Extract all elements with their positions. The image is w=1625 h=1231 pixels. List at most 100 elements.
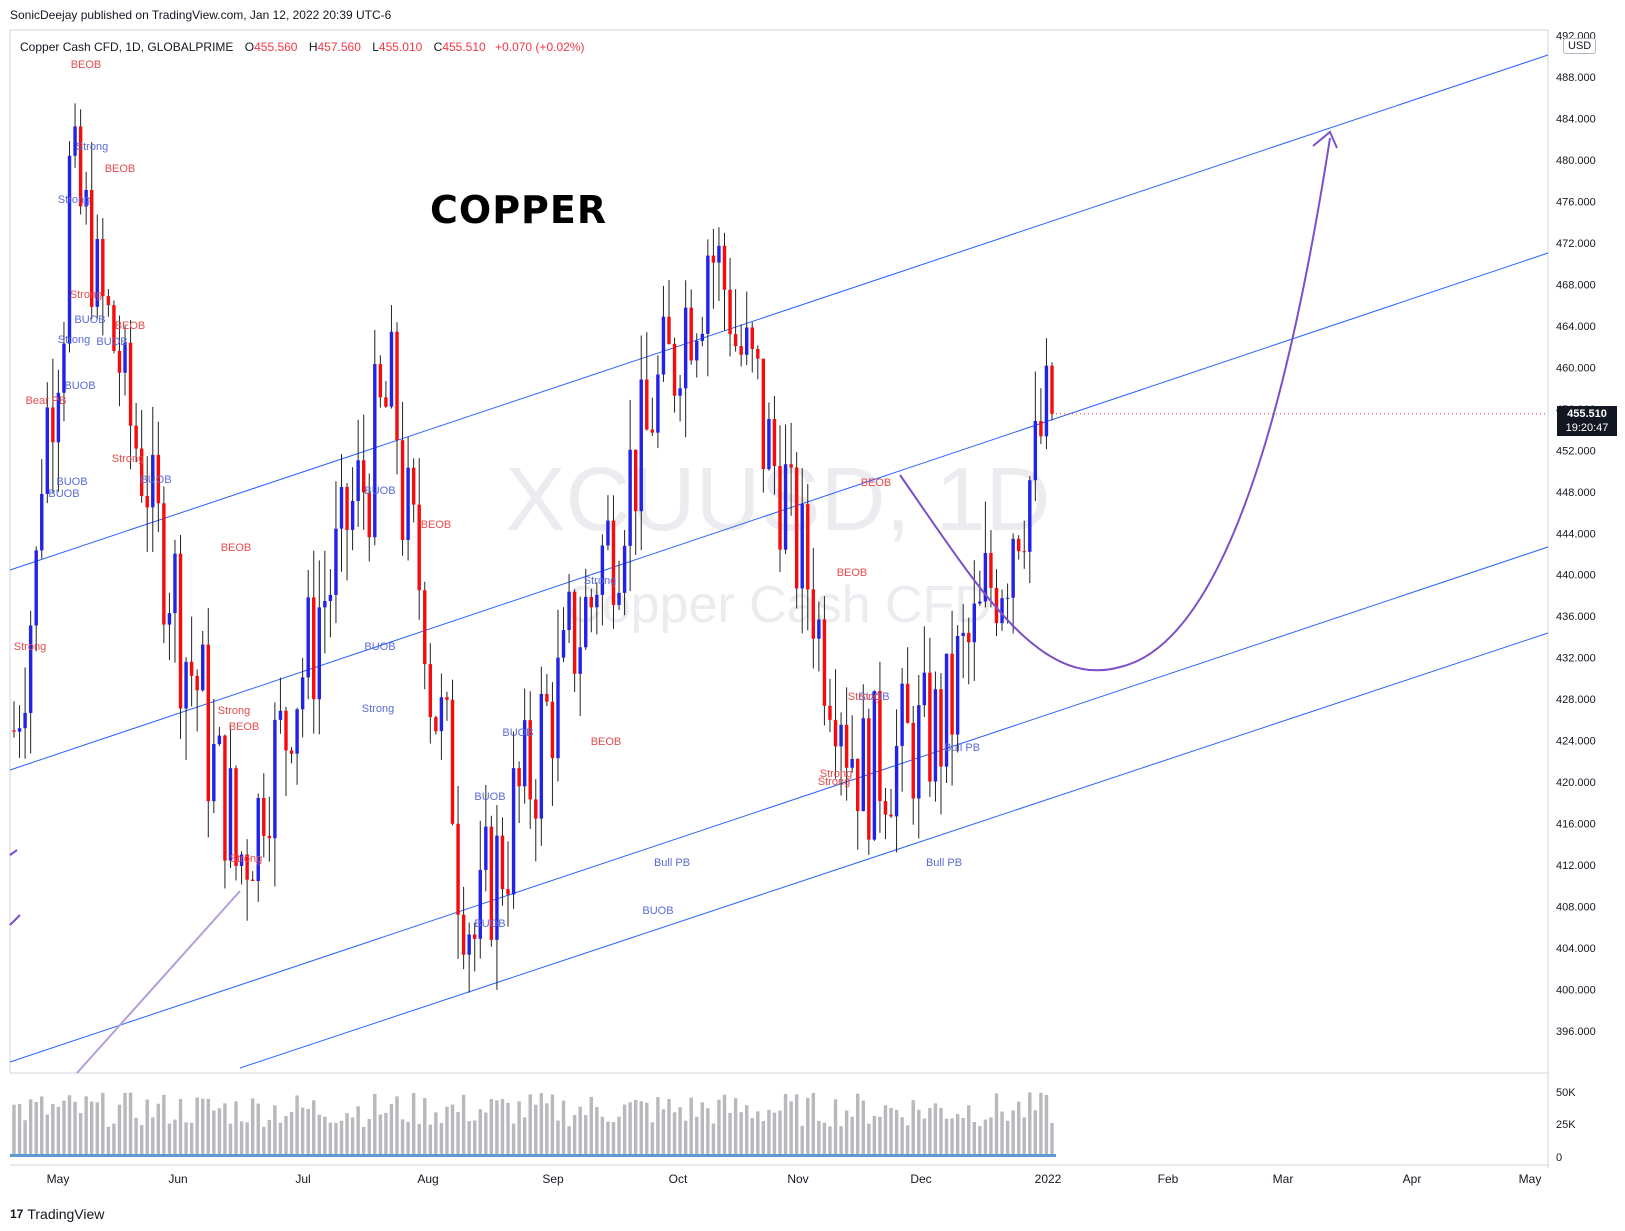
price-tick-label: 452.000 (1556, 445, 1596, 457)
candle-body (578, 647, 582, 674)
volume-bar (517, 1101, 521, 1157)
volume-bar (345, 1113, 349, 1157)
volume-bar (350, 1117, 355, 1157)
candle-body (561, 630, 566, 658)
candle-body (461, 914, 466, 955)
candle-body (683, 307, 688, 389)
signal-label: BEOB (861, 477, 892, 489)
signal-label: Strong (14, 641, 46, 653)
volume-bar (1050, 1122, 1054, 1157)
volume-bar (678, 1107, 682, 1157)
candle-body (789, 464, 793, 468)
volume-bar (944, 1118, 949, 1157)
volume-bar (411, 1092, 416, 1157)
candle-body (545, 693, 549, 702)
candle-body (323, 600, 327, 608)
candle-body (861, 718, 865, 812)
volume-bar (478, 1109, 482, 1157)
candle-body (312, 597, 316, 700)
candle-body (217, 735, 222, 745)
currency-button[interactable]: USD (1563, 38, 1597, 54)
price-tick-label: 488.000 (1556, 72, 1596, 84)
candle-body (639, 379, 643, 512)
candle-body (162, 503, 166, 625)
volume-bar (101, 1092, 105, 1157)
trend-line (76, 890, 241, 1074)
symbol-legend[interactable]: Copper Cash CFD, 1D, GLOBALPRIME O455.56… (20, 40, 584, 54)
volume-bar (284, 1116, 288, 1157)
time-tick-label: Nov (787, 1172, 808, 1186)
channel-line (239, 632, 1549, 1069)
candle-body (434, 717, 438, 732)
volume-bar (89, 1101, 94, 1157)
volume-bar (167, 1123, 172, 1157)
candle-body (811, 589, 816, 639)
candle-body (600, 545, 605, 595)
candle-body (289, 750, 294, 754)
candle-body (989, 552, 993, 588)
volume-bar (456, 1111, 460, 1157)
volume-bar (550, 1094, 555, 1157)
candle-body (51, 407, 55, 443)
volume-bar (1039, 1092, 1043, 1157)
volume-bar (1000, 1111, 1004, 1157)
volume-bar (123, 1092, 127, 1157)
volume-bar (256, 1103, 260, 1157)
candle-body (95, 238, 99, 307)
volume-bar (367, 1119, 371, 1157)
candle-body (73, 126, 77, 156)
volume-bar (978, 1126, 982, 1157)
candle-body (178, 553, 183, 709)
candle-body (822, 619, 827, 706)
candle-body (839, 724, 843, 747)
candle-body (17, 728, 22, 732)
candle-body (939, 689, 943, 767)
candle-body (273, 719, 277, 839)
volume-bar (178, 1099, 183, 1157)
volume-tick-label: 0 (1556, 1152, 1562, 1164)
volume-bar (28, 1099, 33, 1157)
volume-bar (733, 1098, 738, 1157)
volume-bar (989, 1117, 993, 1157)
volume-bar (12, 1104, 16, 1157)
candle-body (62, 343, 66, 393)
candle-body (922, 672, 927, 706)
signal-label: Bear PB (26, 395, 67, 407)
candle-body (911, 722, 915, 799)
signal-label: BUOB (642, 905, 673, 917)
volume-bar (922, 1118, 927, 1157)
volume-bar (511, 1123, 516, 1157)
volume-bar (806, 1097, 810, 1157)
volume-bar (84, 1096, 88, 1157)
volume-bar (406, 1121, 410, 1157)
volume-bar (589, 1096, 593, 1157)
volume-bar (428, 1124, 433, 1157)
annotation-title: COPPER (430, 188, 608, 232)
signal-label: Strong (820, 768, 852, 780)
volume-bar (856, 1093, 860, 1157)
volume-bar (323, 1116, 327, 1157)
candle-body (84, 189, 88, 207)
volume-bar (162, 1094, 166, 1157)
volume-bar (522, 1117, 527, 1157)
signal-label: Strong (58, 334, 90, 346)
volume-bar (300, 1107, 305, 1157)
price-tick-label: 464.000 (1556, 321, 1596, 333)
candle-body (567, 591, 571, 631)
candle-body (744, 327, 749, 355)
candle-body (267, 835, 272, 839)
candle-body (606, 520, 610, 546)
close-label: C (433, 40, 443, 54)
candle-body (134, 425, 138, 449)
candle-body (894, 745, 899, 817)
candle-body (417, 504, 421, 591)
candle-body (717, 245, 721, 263)
candle-body (300, 677, 305, 710)
candle-body (678, 388, 682, 396)
projection-curve (899, 137, 1331, 672)
candle-body (611, 520, 616, 605)
volume-bar (461, 1094, 466, 1157)
volume-bar (1044, 1094, 1049, 1157)
tradingview-brand[interactable]: 17 TradingView (10, 1206, 104, 1222)
